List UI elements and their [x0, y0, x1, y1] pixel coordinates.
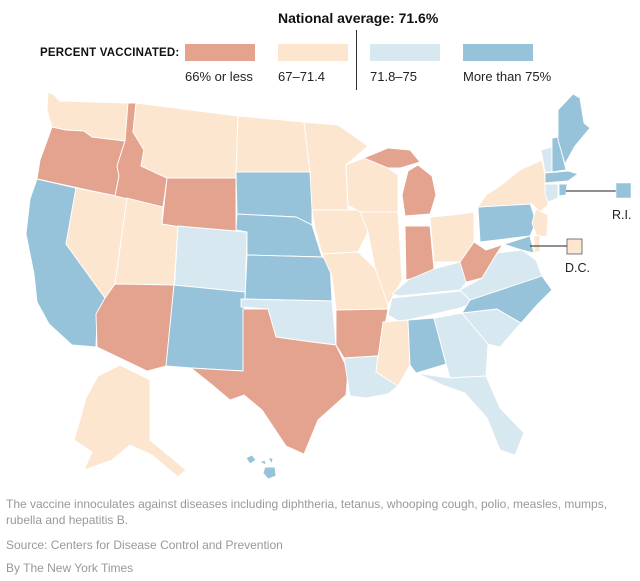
- state-west-virginia: [459, 241, 504, 283]
- legend-title: PERCENT VACCINATED:: [40, 47, 180, 59]
- state-north-dakota: [235, 115, 311, 173]
- legend-swatch-more-than-75: [463, 44, 533, 61]
- national-average-label: National average: 71.6%: [278, 10, 439, 26]
- state-hawaii-1: [245, 454, 257, 465]
- legend-label-66-or-less: 66% or less: [185, 69, 253, 84]
- state-montana: [132, 102, 239, 179]
- legend-swatch-66-or-less: [185, 44, 255, 61]
- state-hawaii-3: [267, 457, 274, 465]
- state-new-mexico: [165, 284, 246, 372]
- state-alabama: [407, 317, 447, 374]
- state-new-jersey: [531, 208, 549, 238]
- state-kansas: [244, 254, 333, 302]
- state-mississippi: [375, 319, 411, 387]
- source-line: Source: Centers for Disease Control and …: [6, 538, 283, 552]
- state-arizona: [95, 283, 175, 372]
- legend-swatch-67-71: [278, 44, 348, 61]
- state-iowa: [311, 209, 369, 255]
- state-connecticut: [544, 183, 559, 203]
- state-michigan-upper: [363, 147, 421, 169]
- us-choropleth-map: R.I. D.C.: [25, 91, 632, 480]
- state-massachusetts: [544, 170, 579, 184]
- legend-label-67-71: 67–71.4: [278, 69, 325, 84]
- state-maryland: [485, 235, 535, 254]
- state-maine: [557, 93, 591, 165]
- dc-callout-box: [566, 238, 583, 255]
- dc-callout-label: D.C.: [565, 261, 590, 275]
- legend-label-71-75: 71.8–75: [370, 69, 417, 84]
- ri-callout-box: [615, 182, 632, 199]
- ri-callout-label: R.I.: [612, 208, 631, 222]
- state-pennsylvania: [477, 202, 537, 243]
- state-florida: [415, 372, 525, 456]
- state-north-carolina: [461, 275, 553, 324]
- national-average-marker: [356, 30, 357, 90]
- state-michigan: [401, 164, 437, 217]
- legend-label-more-than-75: More than 75%: [463, 69, 552, 84]
- legend: National average: 71.6% PERCENT VACCINAT…: [0, 0, 640, 110]
- state-alaska: [73, 364, 187, 478]
- state-illinois: [359, 211, 403, 306]
- state-hawaii-2: [259, 459, 267, 466]
- credit-line: By The New York Times: [6, 561, 134, 575]
- state-rhode-island: [558, 183, 568, 197]
- state-new-york: [477, 159, 549, 213]
- state-texas: [190, 308, 349, 455]
- state-delaware: [533, 234, 541, 254]
- legend-swatch-71-75: [370, 44, 440, 61]
- footnote: The vaccine innoculates against diseases…: [6, 497, 608, 527]
- state-new-hampshire: [551, 136, 567, 173]
- state-hawaii-big: [262, 466, 277, 480]
